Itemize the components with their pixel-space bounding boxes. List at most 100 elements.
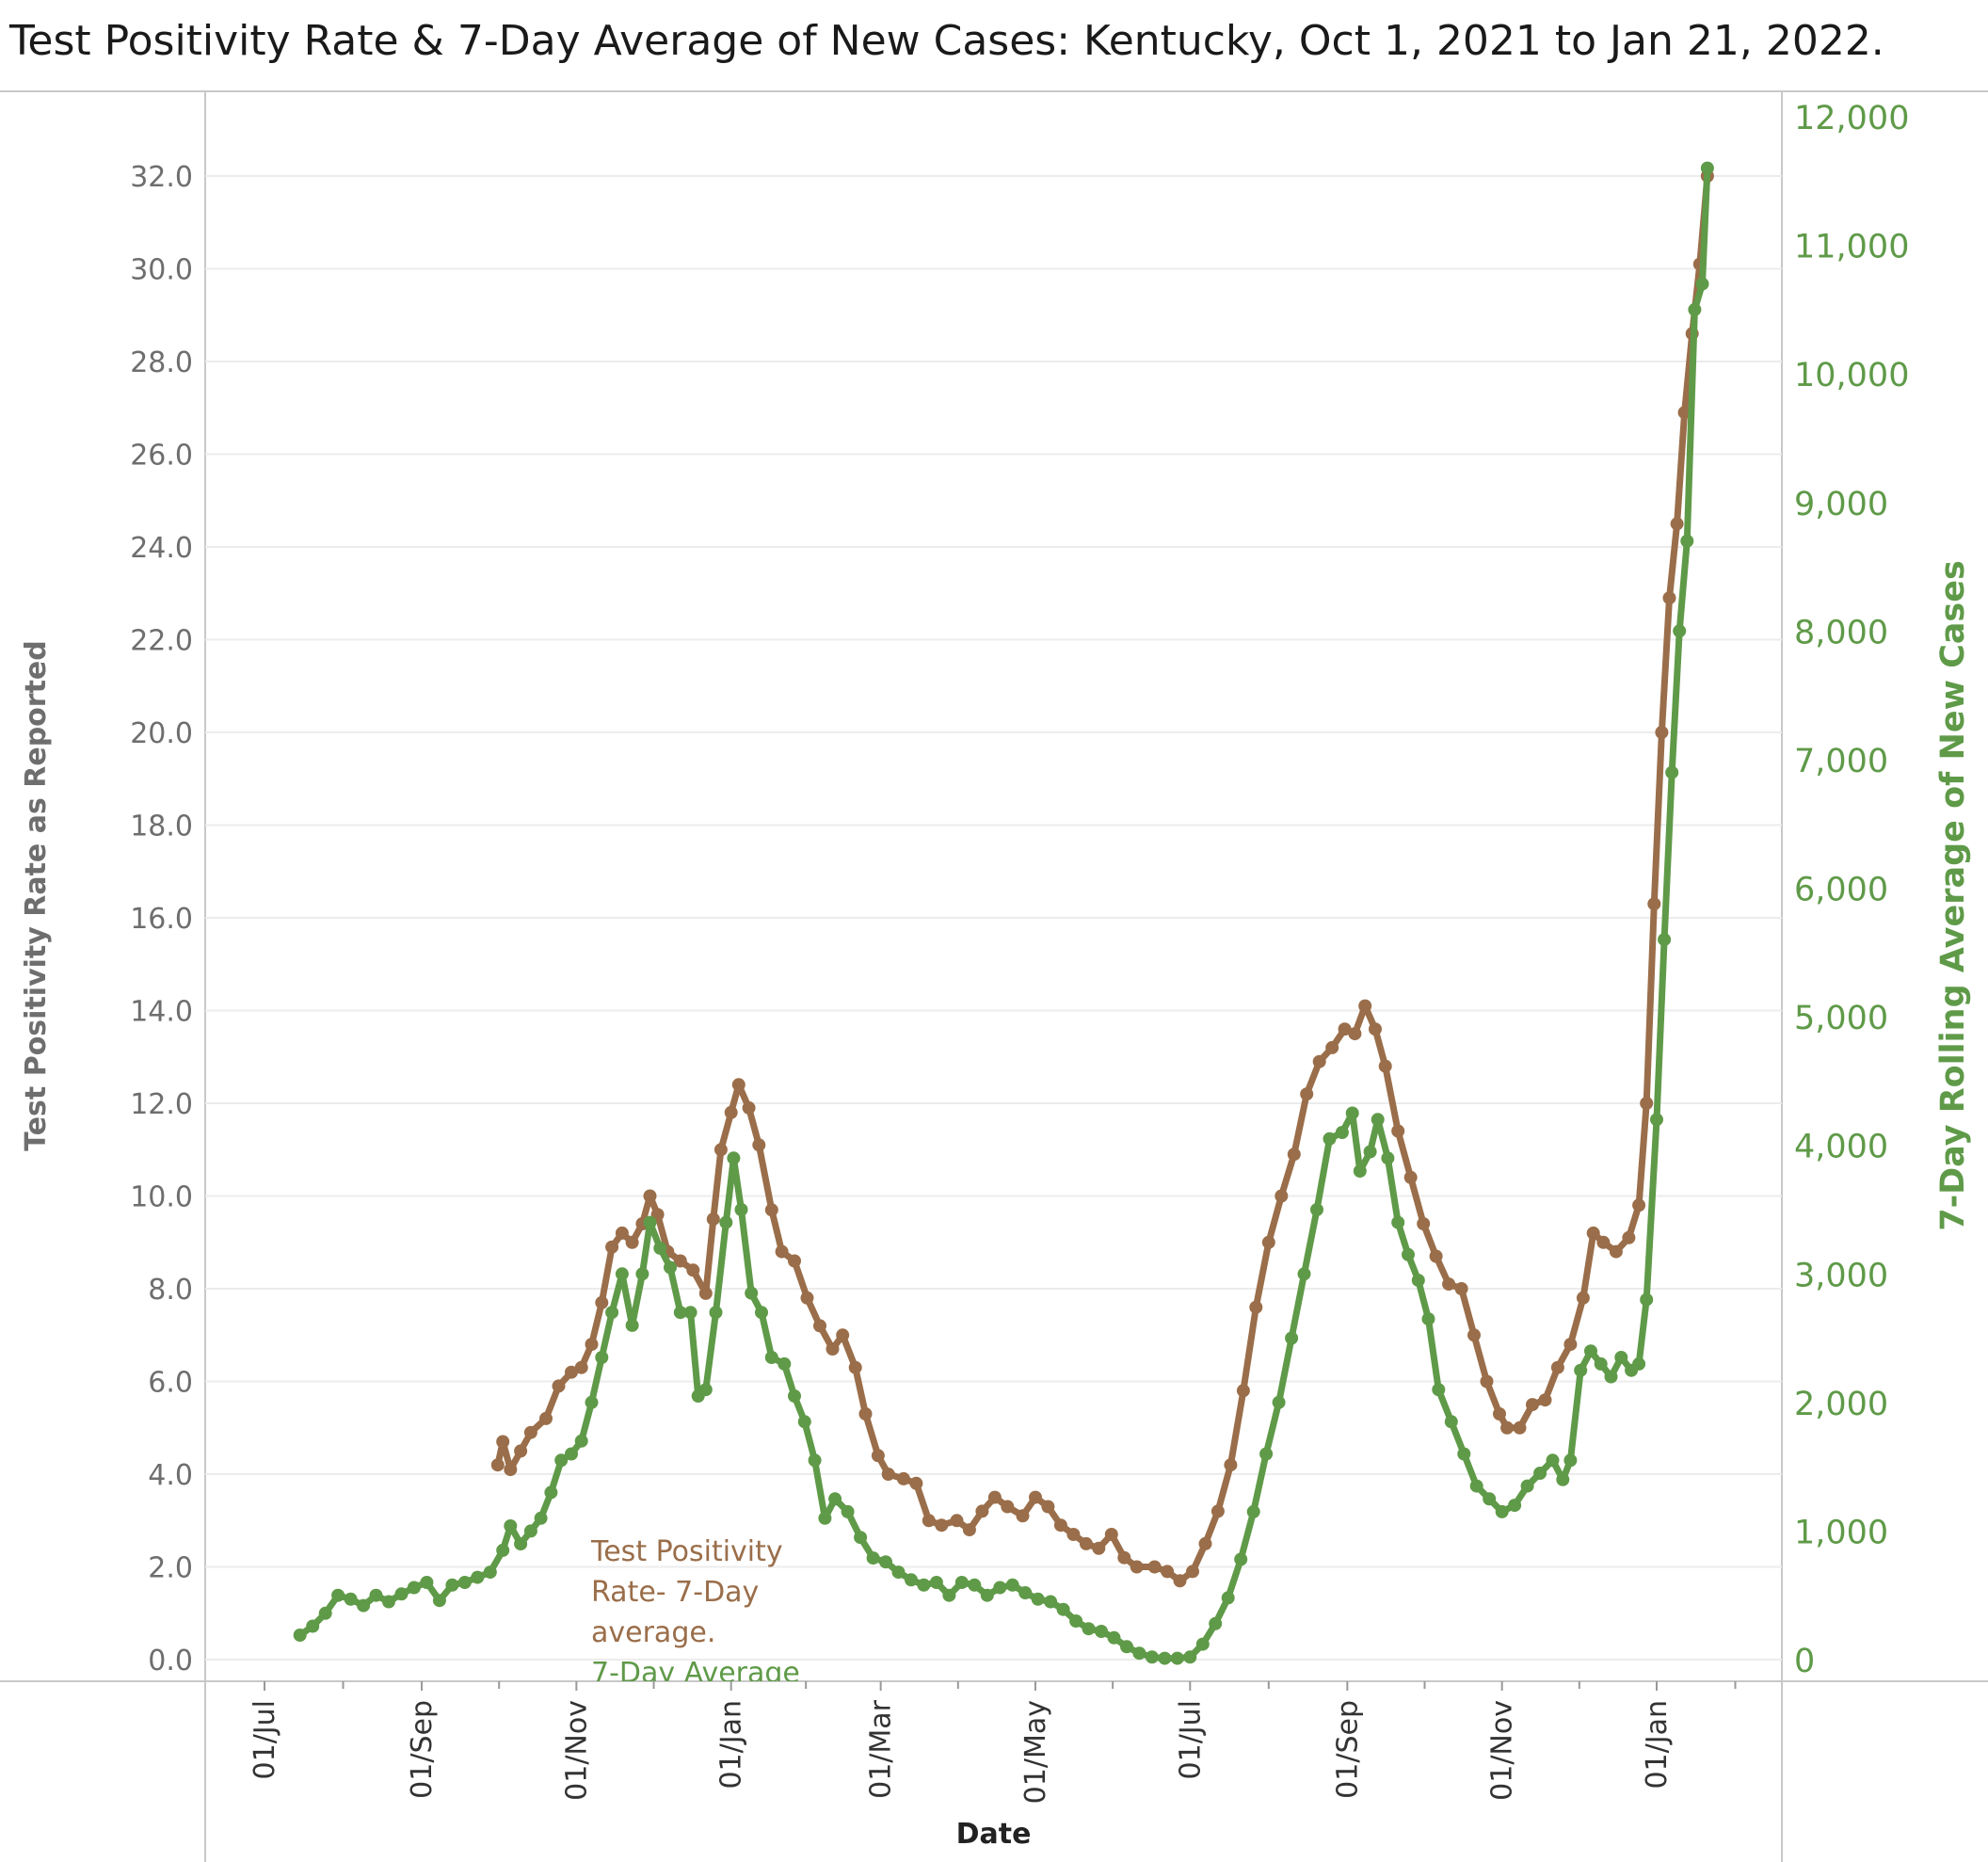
cases-point (1563, 1453, 1578, 1468)
y-left-axis-title: Test Positivity Rate as Reported (20, 640, 53, 1151)
cases-point (1700, 161, 1714, 175)
positivity-point (1104, 1528, 1118, 1541)
positivity-point (1130, 1560, 1144, 1574)
y-right-tick-label: 11,000 (1794, 229, 1909, 266)
cases-point (727, 1151, 741, 1165)
positivity-point (1647, 897, 1661, 911)
positivity-point (1147, 1560, 1162, 1574)
cases-point (1018, 1586, 1033, 1599)
cases-point (1195, 1637, 1210, 1651)
positivity-point (1596, 1235, 1611, 1249)
positivity-point (504, 1463, 518, 1477)
cases-point (683, 1306, 697, 1320)
positivity-point (1016, 1509, 1030, 1523)
positivity-point (909, 1476, 923, 1490)
positivity-point (643, 1189, 657, 1203)
positivity-point (1550, 1360, 1564, 1374)
cases-point (1546, 1453, 1560, 1468)
cases-point (1411, 1274, 1425, 1288)
positivity-point (565, 1365, 578, 1379)
positivity-point (1249, 1300, 1263, 1314)
y-left-tick-label: 0.0 (148, 1645, 193, 1677)
cases-point (1508, 1499, 1522, 1513)
x-tick-label: 01/Jan (715, 1700, 748, 1790)
cases-point (1221, 1591, 1235, 1605)
y-right-tick-label: 12,000 (1794, 100, 1909, 137)
cases-point (755, 1306, 768, 1320)
positivity-point (987, 1490, 1002, 1504)
cases-point (306, 1619, 320, 1633)
positivity-point (813, 1319, 826, 1333)
positivity-point (764, 1203, 778, 1217)
y-left-tick-label: 18.0 (130, 811, 193, 843)
cases-point (643, 1215, 657, 1229)
cases-point (734, 1203, 748, 1216)
x-tick-label: 01/Sep (406, 1700, 439, 1799)
positivity-point (1538, 1393, 1552, 1407)
cases-point (764, 1351, 778, 1364)
cases-point (1556, 1472, 1570, 1486)
positivity-point (1029, 1490, 1042, 1504)
cases-point (698, 1383, 713, 1397)
cases-point (1297, 1267, 1311, 1281)
cases-point (1170, 1651, 1184, 1665)
cases-point (1665, 765, 1679, 779)
cases-point (1183, 1650, 1197, 1664)
positivity-point (752, 1138, 766, 1152)
cases-point (1371, 1113, 1385, 1127)
positivity-point (1670, 517, 1684, 531)
positivity-point (1041, 1500, 1055, 1514)
cases-point (1095, 1625, 1108, 1638)
y-right-tick-label: 5,000 (1794, 1000, 1888, 1037)
cases-point (808, 1453, 822, 1468)
cases-point (709, 1306, 723, 1320)
positivity-point (1066, 1528, 1081, 1541)
y-right-tick-label: 8,000 (1794, 614, 1888, 651)
positivity-point (1429, 1249, 1443, 1263)
positivity-point (1609, 1244, 1623, 1259)
y-left-tick-label: 12.0 (130, 1088, 193, 1121)
cases-point (1158, 1651, 1172, 1665)
positivity-point (1236, 1384, 1250, 1398)
positivity-point (1391, 1124, 1405, 1138)
cases-point (1432, 1383, 1446, 1397)
series-layer (293, 161, 1714, 1665)
positivity-point (1079, 1536, 1093, 1550)
positivity-point (962, 1523, 976, 1537)
cases-point (445, 1578, 459, 1592)
y-left-tick-label: 30.0 (130, 254, 193, 287)
positivity-point (615, 1226, 629, 1240)
cases-point (635, 1267, 649, 1281)
y-left-tick-label: 10.0 (130, 1181, 193, 1214)
y-left-tick-label: 8.0 (148, 1274, 193, 1307)
cases-point (891, 1565, 906, 1580)
y-left-tick-label: 28.0 (130, 346, 193, 379)
positivity-point (698, 1286, 713, 1300)
cases-point (879, 1555, 892, 1569)
cases-point (1145, 1650, 1159, 1664)
cases-point (797, 1415, 811, 1429)
y-left-tick-label: 20.0 (130, 717, 193, 750)
cases-point (1469, 1479, 1483, 1493)
y-left-tick-label: 6.0 (148, 1367, 193, 1400)
cases-series-line (297, 165, 1711, 1662)
positivity-point (1161, 1565, 1175, 1579)
y-left-tick-label: 16.0 (130, 903, 193, 936)
positivity-point (1493, 1407, 1506, 1421)
cases-point (1005, 1578, 1019, 1592)
cases-point (1658, 933, 1672, 947)
cases-point (1363, 1145, 1377, 1159)
cases-point (625, 1318, 639, 1332)
y-left-tick-label: 24.0 (130, 532, 193, 565)
positivity-point (742, 1100, 756, 1115)
positivity-point (1287, 1148, 1301, 1162)
x-tick-label: 01/Nov (1486, 1700, 1519, 1801)
cases-point (1132, 1646, 1146, 1661)
positivity-point (1526, 1398, 1539, 1412)
x-tick-label: 01/Sep (1331, 1700, 1364, 1799)
y-right-tick-label: 7,000 (1794, 743, 1888, 780)
positivity-point (1300, 1087, 1314, 1101)
positivity-point (496, 1435, 510, 1449)
positivity-point (490, 1458, 505, 1472)
